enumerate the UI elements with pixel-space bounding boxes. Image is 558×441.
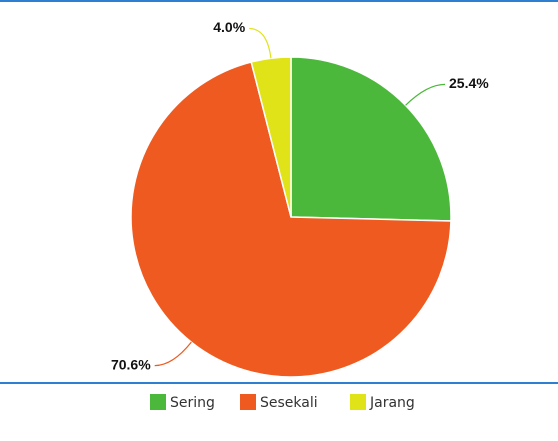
data-label: 25.4% bbox=[449, 75, 489, 91]
leader-line bbox=[405, 83, 446, 106]
leader-line bbox=[249, 27, 272, 59]
data-label: 4.0% bbox=[213, 19, 245, 35]
legend-swatch bbox=[240, 394, 256, 410]
leader-line bbox=[154, 341, 192, 367]
data-label: 70.6% bbox=[111, 356, 151, 372]
pie-slice bbox=[250, 56, 292, 218]
legend-swatch bbox=[150, 394, 166, 410]
pie-slice bbox=[290, 56, 452, 222]
legend-label: Sering bbox=[170, 395, 215, 411]
legend-label: Jarang bbox=[369, 395, 415, 411]
legend-label: Sesekali bbox=[260, 395, 318, 411]
legend-swatch bbox=[350, 394, 366, 410]
